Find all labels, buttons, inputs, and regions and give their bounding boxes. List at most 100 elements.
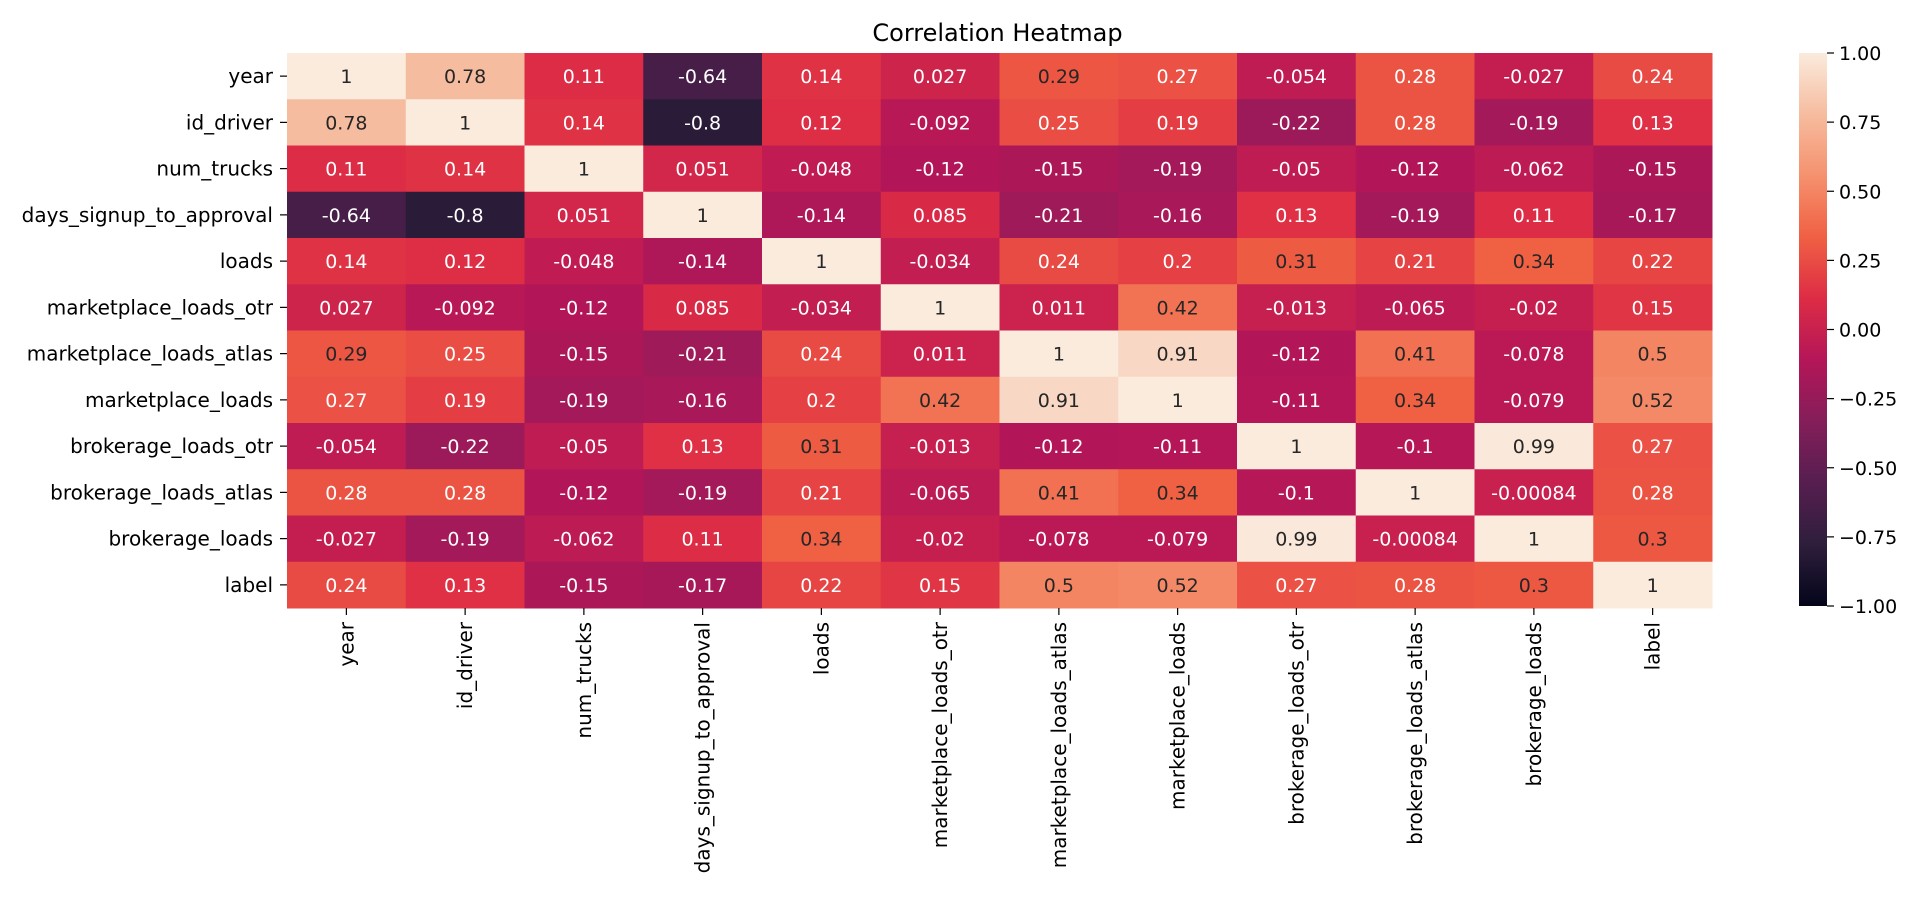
cell-value-label: -0.22 — [441, 436, 490, 458]
heatmap-cell — [1118, 191, 1238, 239]
heatmap-cell — [405, 145, 525, 193]
heatmap-cell — [880, 515, 1000, 563]
cell-value-label: -0.15 — [559, 344, 608, 366]
heatmap-cell — [287, 191, 407, 239]
heatmap-cell — [524, 423, 644, 470]
heatmap-cell — [762, 561, 882, 609]
cell-value-label: 0.24 — [800, 344, 842, 366]
heatmap-cell — [1355, 376, 1475, 424]
cell-value-label: 0.3 — [1638, 529, 1668, 551]
cell-value-label: 0.29 — [325, 344, 367, 366]
heatmap-cell — [880, 376, 1000, 424]
cell-value-label: 0.24 — [325, 575, 367, 597]
cell-value-label: 0.027 — [913, 66, 967, 88]
heatmap-cell — [1474, 53, 1594, 100]
cell-value-label: -0.062 — [553, 529, 614, 551]
heatmap-cell — [1118, 561, 1238, 609]
heatmap-cell — [762, 191, 882, 239]
cell-value-label: -0.048 — [553, 251, 614, 273]
cell-value-label: 0.14 — [444, 159, 486, 181]
heatmap-cell — [287, 469, 407, 516]
heatmap-cell — [999, 561, 1119, 609]
heatmap-cell — [405, 561, 525, 609]
cell-value-label: 0.91 — [1156, 344, 1198, 366]
heatmap-cell — [1593, 515, 1713, 563]
heatmap-cell — [1237, 469, 1357, 516]
cell-value-label: -0.16 — [678, 390, 727, 412]
heatmap-cell — [880, 191, 1000, 239]
heatmap-cell — [643, 469, 763, 516]
heatmap-cell — [1474, 376, 1594, 424]
heatmap-cell — [880, 423, 1000, 470]
cell-value-label: 0.011 — [913, 344, 967, 366]
cell-value-label: 0.28 — [325, 482, 367, 504]
y-tick-label: marketplace_loads_atlas — [27, 342, 273, 366]
cell-value-label: 0.27 — [1631, 436, 1673, 458]
cell-value-label: -0.02 — [916, 529, 965, 551]
heatmap-cell — [880, 330, 1000, 378]
heatmap-cell — [880, 145, 1000, 193]
cell-value-label: 0.051 — [675, 159, 729, 181]
heatmap-cell — [762, 376, 882, 424]
heatmap-cell — [762, 99, 882, 146]
heatmap-cell — [1237, 515, 1357, 563]
cell-value-label: -0.15 — [559, 575, 608, 597]
heatmap-cell — [524, 330, 644, 378]
cell-value-label: -0.079 — [1503, 390, 1564, 412]
heatmap-cell — [287, 515, 407, 563]
heatmap-cell — [1355, 469, 1475, 516]
heatmap-cell — [1237, 238, 1357, 285]
heatmap-cell — [1474, 284, 1594, 331]
chart-title: Correlation Heatmap — [872, 19, 1122, 47]
heatmap-cell — [999, 284, 1119, 331]
cell-value-label: 1 — [1409, 482, 1421, 504]
cell-value-label: 0.11 — [563, 66, 605, 88]
cell-value-label: -0.013 — [910, 436, 971, 458]
heatmap-cell — [880, 99, 1000, 146]
cell-value-label: -0.15 — [1628, 159, 1677, 181]
cell-value-label: -0.078 — [1503, 344, 1564, 366]
heatmap-cell — [880, 53, 1000, 100]
heatmap-cell — [1118, 515, 1238, 563]
heatmap-cell — [405, 53, 525, 100]
heatmap-cell — [643, 53, 763, 100]
cell-value-label: 0.21 — [1394, 251, 1436, 273]
heatmap-cell — [1237, 284, 1357, 331]
cell-value-label: 0.34 — [1156, 482, 1198, 504]
heatmap-cell — [999, 99, 1119, 146]
heatmap-cell — [643, 284, 763, 331]
cell-value-label: 0.27 — [1275, 575, 1317, 597]
heatmap-cell — [524, 145, 644, 193]
heatmap-cell — [524, 99, 644, 146]
cell-value-label: 0.11 — [1513, 205, 1555, 227]
heatmap-cell — [287, 561, 407, 609]
heatmap-cell — [1474, 238, 1594, 285]
colorbar-tick-label: 0.50 — [1839, 181, 1881, 203]
heatmap-cell — [1355, 53, 1475, 100]
cell-value-label: -0.12 — [1034, 436, 1083, 458]
heatmap-cell — [524, 53, 644, 100]
cell-value-label: -0.8 — [447, 205, 484, 227]
heatmap-cell — [1118, 284, 1238, 331]
heatmap-cell — [1474, 515, 1594, 563]
heatmap-cell — [287, 53, 407, 100]
cell-value-label: -0.12 — [1391, 159, 1440, 181]
heatmap-cell — [880, 469, 1000, 516]
heatmap-cell — [524, 515, 644, 563]
cell-value-label: 0.11 — [681, 529, 723, 551]
heatmap-cell — [1237, 423, 1357, 470]
cell-value-label: -0.19 — [1153, 159, 1202, 181]
heatmap-cell — [1593, 469, 1713, 516]
cell-value-label: 0.42 — [1156, 297, 1198, 319]
cell-value-label: -0.12 — [1272, 344, 1321, 366]
heatmap-cell — [643, 330, 763, 378]
cell-value-label: 1 — [578, 159, 590, 181]
cell-value-label: 1 — [1647, 575, 1659, 597]
cell-value-label: 0.25 — [1038, 112, 1080, 134]
cell-value-label: 0.34 — [1394, 390, 1436, 412]
heatmap-cell — [1118, 145, 1238, 193]
heatmap-cells — [287, 53, 1713, 609]
cell-value-label: 0.2 — [1163, 251, 1193, 273]
heatmap-cell — [1355, 515, 1475, 563]
cell-value-label: 0.78 — [444, 66, 486, 88]
